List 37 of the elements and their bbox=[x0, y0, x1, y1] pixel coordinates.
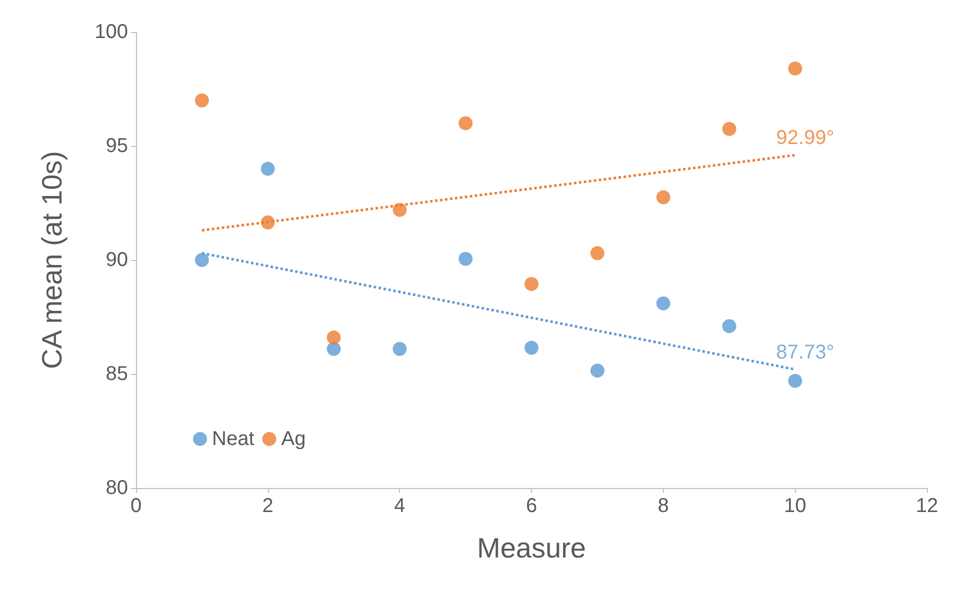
point bbox=[326, 342, 341, 356]
x-tick-label: 8 bbox=[658, 495, 669, 517]
x-tick-label: 12 bbox=[916, 495, 938, 517]
y-axis-title: CA mean (at 10s) bbox=[36, 151, 68, 369]
y-tick-label: 90 bbox=[106, 249, 128, 271]
point bbox=[524, 276, 538, 291]
point bbox=[392, 342, 407, 356]
point bbox=[788, 61, 802, 76]
point bbox=[524, 340, 538, 355]
x-tick-label: 2 bbox=[262, 495, 274, 517]
point bbox=[788, 374, 802, 388]
x-tick-label: 4 bbox=[394, 495, 406, 517]
y-tick-label: 95 bbox=[106, 135, 128, 157]
x-tick-label: 6 bbox=[526, 495, 538, 517]
x-tick-label: 10 bbox=[784, 495, 806, 517]
point bbox=[260, 162, 275, 176]
point bbox=[590, 364, 604, 378]
legend-label: Neat bbox=[212, 428, 255, 450]
point bbox=[458, 116, 473, 130]
point bbox=[392, 202, 407, 217]
point bbox=[722, 122, 736, 136]
point bbox=[326, 330, 341, 345]
point bbox=[722, 319, 736, 334]
point bbox=[458, 252, 473, 266]
x-axis-title: Measure bbox=[477, 532, 586, 564]
point bbox=[194, 93, 209, 108]
legend-label: Ag bbox=[281, 428, 306, 450]
annotation: 87.73° bbox=[776, 341, 834, 364]
point bbox=[656, 296, 670, 310]
y-tick-label: 100 bbox=[94, 21, 128, 43]
y-tick-label: 80 bbox=[106, 477, 128, 499]
annotation: 92.99° bbox=[776, 127, 834, 150]
point bbox=[194, 253, 209, 267]
point bbox=[590, 246, 604, 260]
y-tick-label: 85 bbox=[106, 363, 128, 385]
point bbox=[656, 190, 670, 204]
x-tick-label: 0 bbox=[130, 495, 142, 517]
